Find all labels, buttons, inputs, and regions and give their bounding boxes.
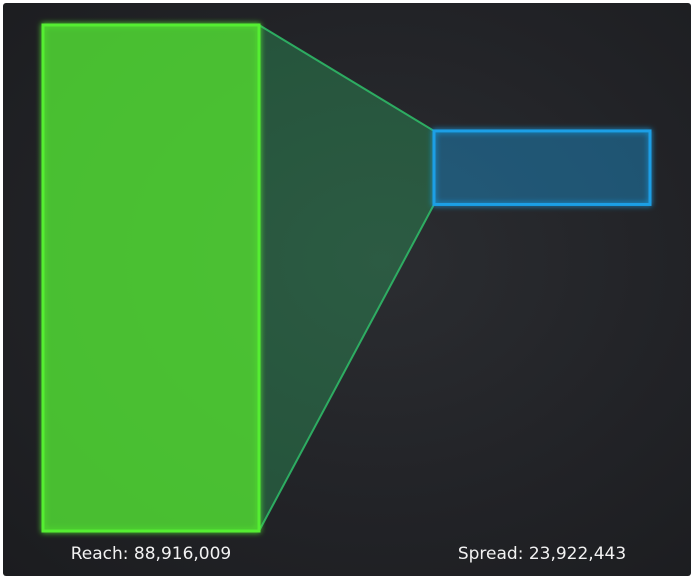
funnel-chart: Reach: 88,916,009 Spread: 23,922,443 (41, 23, 652, 564)
chart-frame: Reach: 88,916,009 Spread: 23,922,443 (3, 3, 691, 576)
funnel-stage-reach-bar (41, 23, 261, 533)
funnel-connector (258, 23, 435, 532)
funnel-stage-spread-label: Spread: 23,922,443 (458, 544, 626, 564)
funnel-stage-reach-label: Reach: 88,916,009 (71, 544, 232, 564)
funnel-stage-spread-bar (432, 129, 652, 206)
